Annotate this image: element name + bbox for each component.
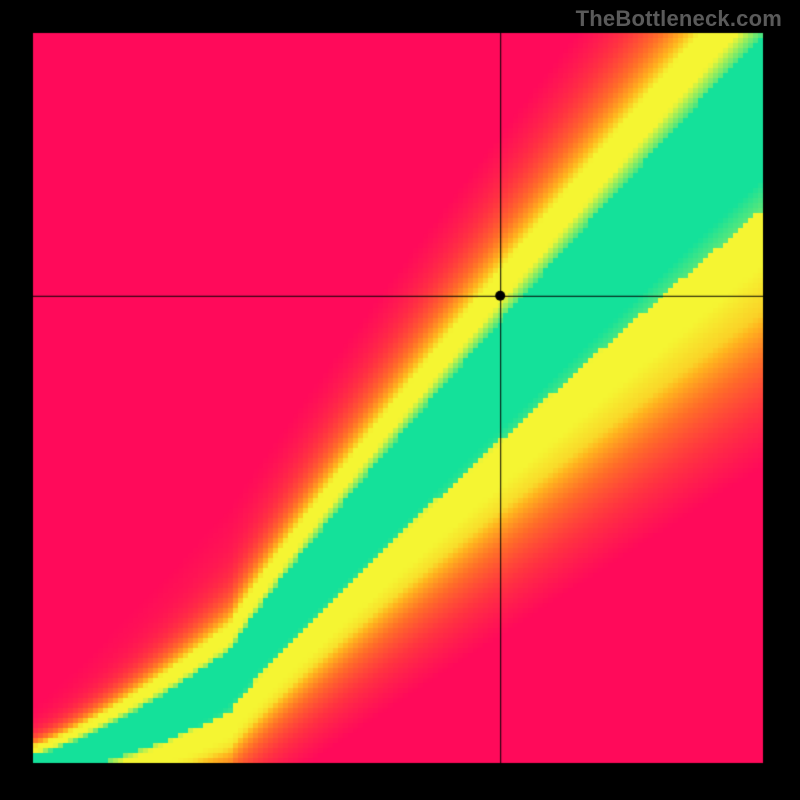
heatmap-canvas <box>0 0 800 800</box>
watermark-text: TheBottleneck.com <box>576 6 782 32</box>
chart-container: TheBottleneck.com <box>0 0 800 800</box>
